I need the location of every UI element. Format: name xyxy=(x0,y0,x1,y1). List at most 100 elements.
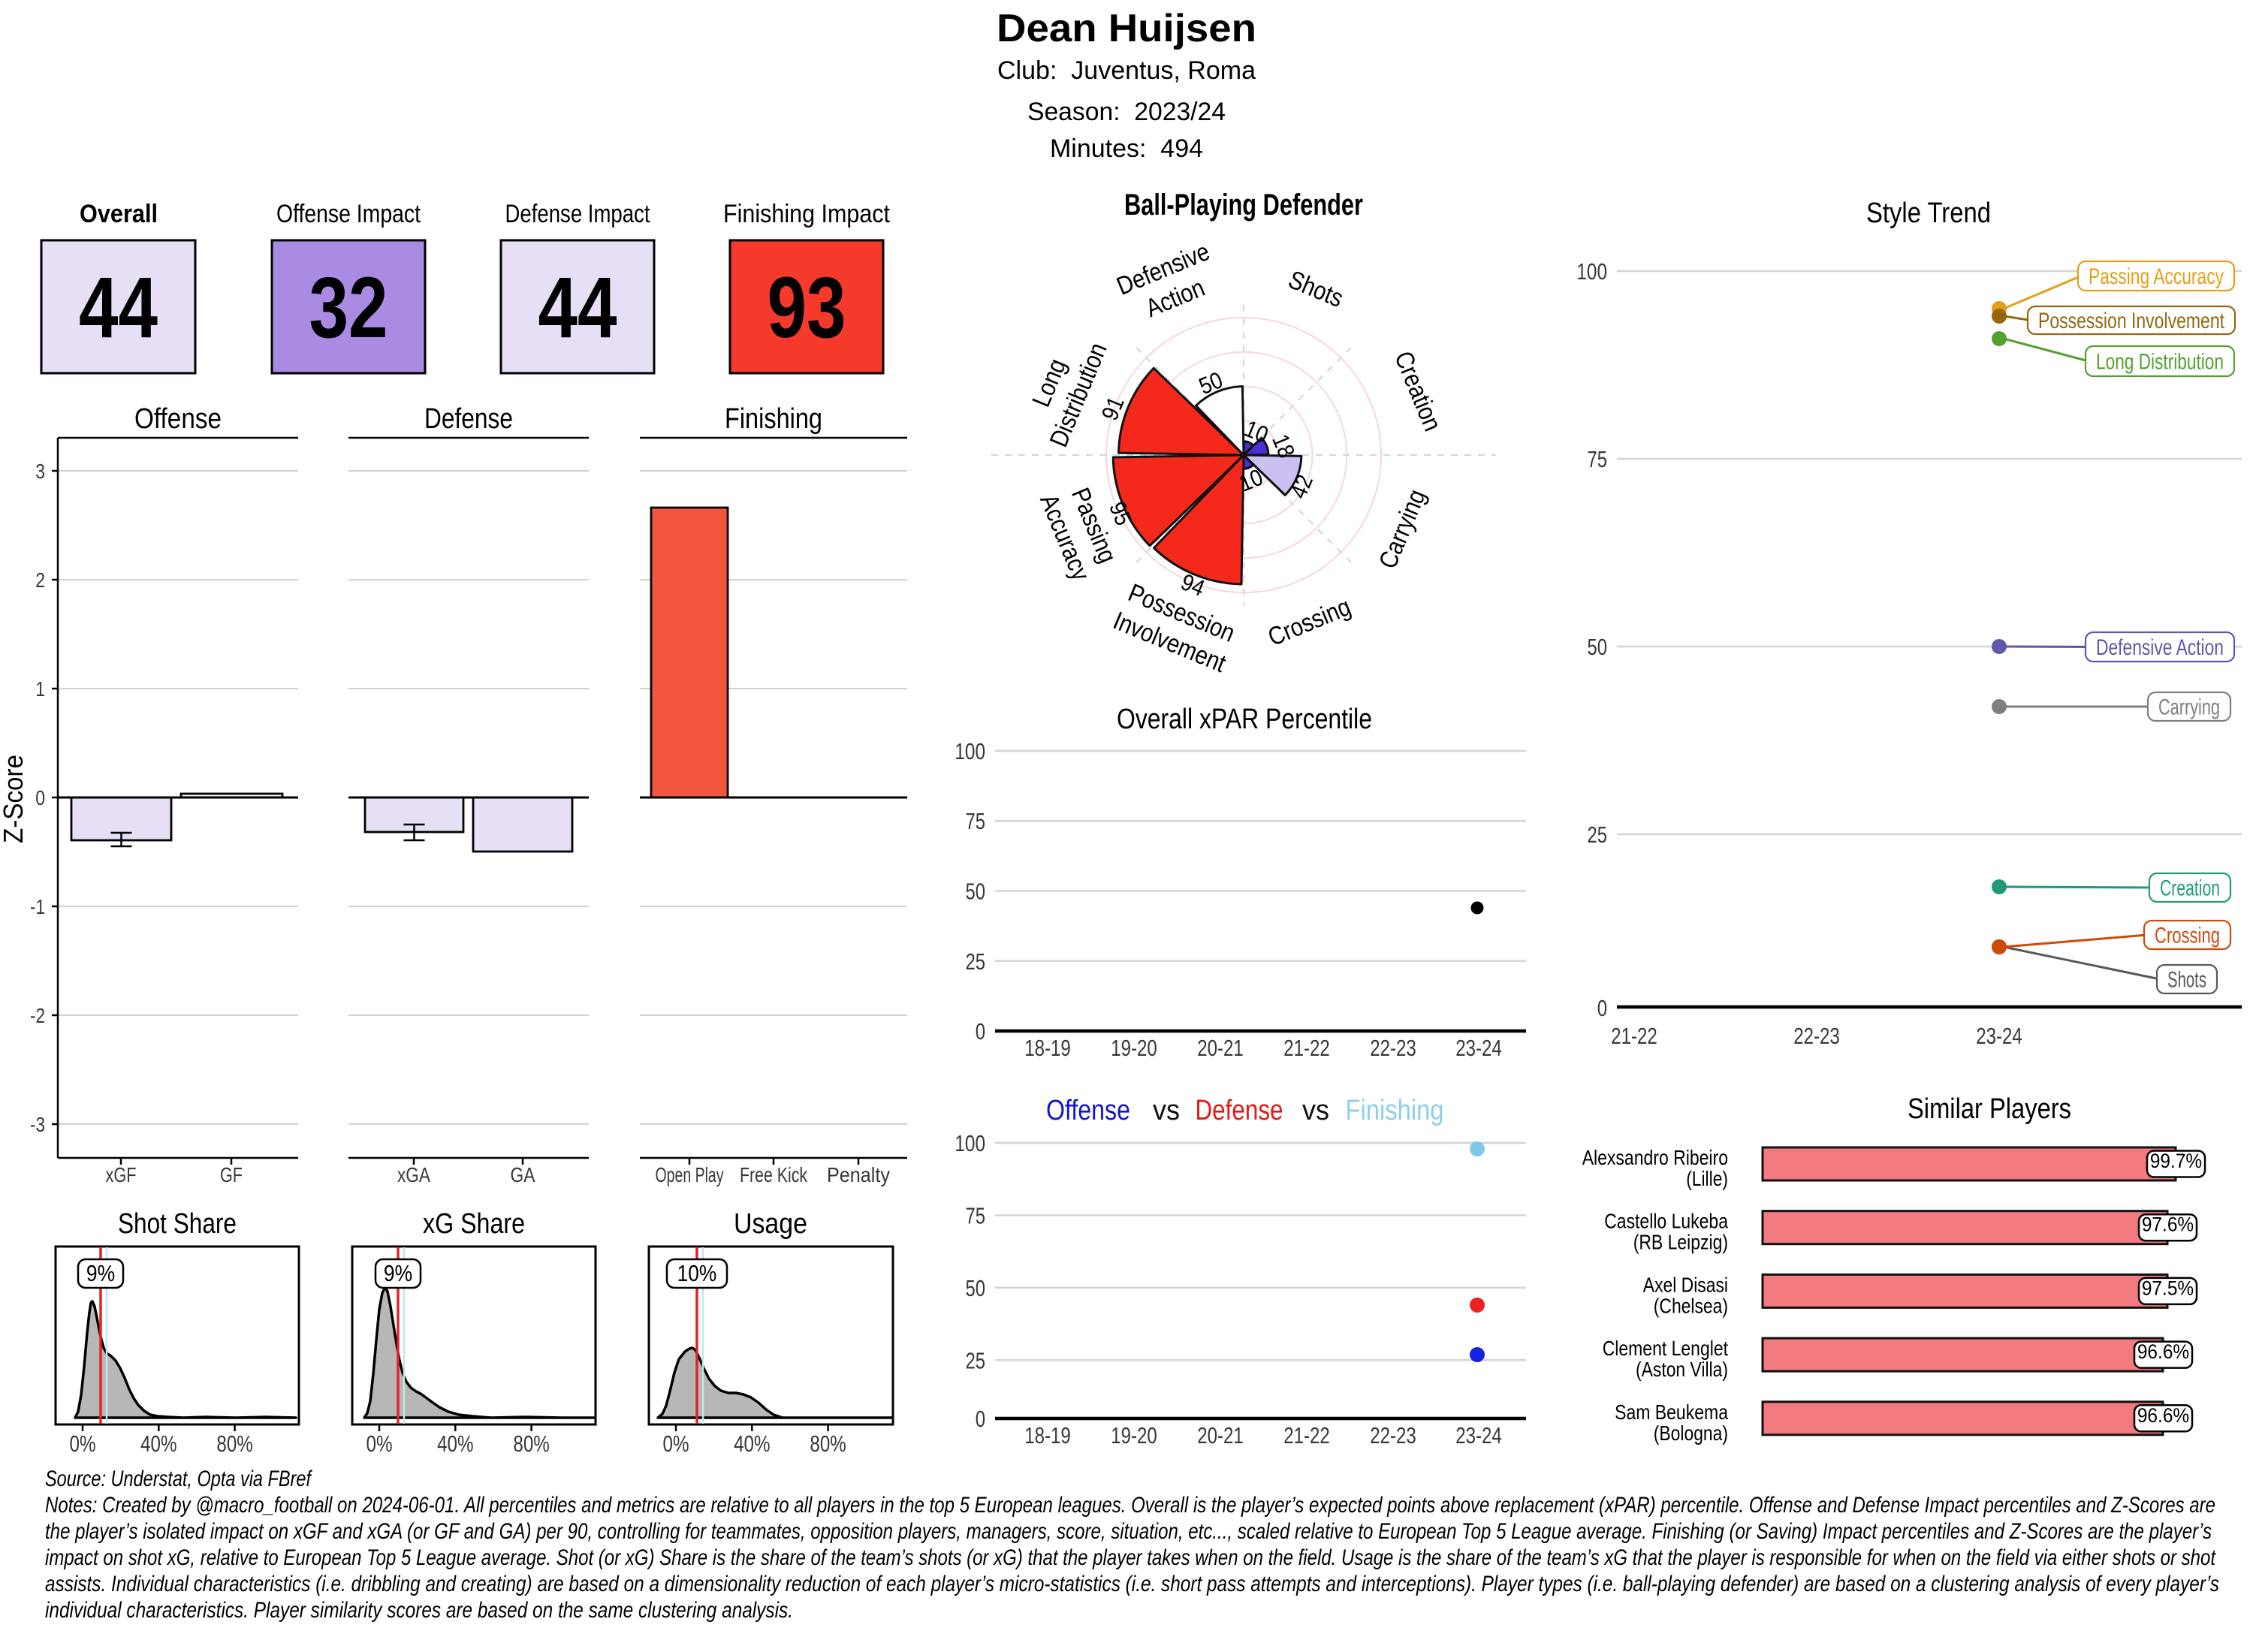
svg-text:97.5%: 97.5% xyxy=(2142,1277,2194,1299)
svg-text:GF: GF xyxy=(220,1163,243,1186)
svg-text:18-19: 18-19 xyxy=(1024,1422,1071,1449)
svg-text:the player’s isolated impact o: the player’s isolated impact on xGF and … xyxy=(45,1519,2212,1544)
svg-text:99.7%: 99.7% xyxy=(2150,1150,2202,1172)
svg-text:Defense Impact: Defense Impact xyxy=(505,200,650,228)
svg-text:assists. Individual characteri: assists. Individual characteristics (i.e… xyxy=(45,1572,2219,1596)
svg-text:Carrying: Carrying xyxy=(2158,695,2220,720)
svg-text:0: 0 xyxy=(976,1406,985,1432)
svg-text:9%: 9% xyxy=(86,1260,115,1286)
svg-text:100: 100 xyxy=(1576,258,1607,285)
svg-text:Crossing: Crossing xyxy=(2155,924,2220,948)
svg-text:(Lille): (Lille) xyxy=(1686,1167,1728,1190)
svg-text:Open Play: Open Play xyxy=(656,1163,724,1186)
svg-text:0: 0 xyxy=(1597,995,1607,1021)
svg-text:Club: Juventus, Roma: Club: Juventus, Roma xyxy=(997,56,1256,85)
svg-text:Shot Share: Shot Share xyxy=(118,1208,237,1240)
svg-text:xGA: xGA xyxy=(397,1163,430,1186)
svg-text:100: 100 xyxy=(955,1130,985,1156)
svg-text:vs: vs xyxy=(1302,1095,1329,1126)
svg-text:1: 1 xyxy=(35,677,45,701)
svg-text:-1: -1 xyxy=(30,895,45,918)
svg-text:Shots: Shots xyxy=(2167,968,2206,993)
svg-text:19-20: 19-20 xyxy=(1111,1035,1157,1061)
svg-text:23-24: 23-24 xyxy=(1455,1035,1502,1061)
svg-text:Castello Lukeba: Castello Lukeba xyxy=(1604,1210,1728,1233)
svg-text:vs: vs xyxy=(1153,1095,1180,1126)
svg-text:10%: 10% xyxy=(677,1260,717,1286)
svg-text:(Chelsea): (Chelsea) xyxy=(1654,1294,1728,1317)
svg-text:-3: -3 xyxy=(30,1113,45,1136)
svg-text:Ball-Playing Defender: Ball-Playing Defender xyxy=(1124,188,1363,222)
svg-text:25: 25 xyxy=(966,948,986,975)
svg-text:Offense: Offense xyxy=(1046,1095,1130,1126)
svg-text:75: 75 xyxy=(966,1202,986,1228)
svg-text:80%: 80% xyxy=(216,1430,252,1457)
svg-text:20-21: 20-21 xyxy=(1197,1422,1244,1449)
svg-text:75: 75 xyxy=(1588,446,1608,472)
svg-text:xGF: xGF xyxy=(106,1163,137,1186)
svg-text:individual characteristics. Pl: individual characteristics. Player simil… xyxy=(45,1598,793,1623)
svg-text:25: 25 xyxy=(966,1347,986,1373)
svg-text:Offense: Offense xyxy=(134,403,222,435)
svg-text:Alexsandro Ribeiro: Alexsandro Ribeiro xyxy=(1582,1146,1728,1169)
svg-text:44: 44 xyxy=(538,260,617,356)
svg-text:20-21: 20-21 xyxy=(1197,1035,1244,1061)
svg-text:50: 50 xyxy=(966,879,986,905)
svg-text:Overall xPAR Percentile: Overall xPAR Percentile xyxy=(1117,704,1372,735)
svg-text:32: 32 xyxy=(309,260,388,356)
svg-text:Passing Accuracy: Passing Accuracy xyxy=(2089,264,2224,289)
svg-text:23-24: 23-24 xyxy=(1976,1023,2022,1049)
svg-text:Dean Huijsen: Dean Huijsen xyxy=(997,7,1256,50)
svg-text:Defense: Defense xyxy=(424,403,513,435)
svg-text:Clement Lenglet: Clement Lenglet xyxy=(1603,1337,1728,1360)
svg-text:Long Distribution: Long Distribution xyxy=(2096,350,2224,375)
svg-text:0%: 0% xyxy=(69,1430,95,1457)
svg-text:(Aston Villa): (Aston Villa) xyxy=(1636,1358,1728,1381)
svg-text:100: 100 xyxy=(955,738,985,764)
svg-text:50: 50 xyxy=(1588,634,1608,660)
svg-text:Style Trend: Style Trend xyxy=(1866,197,1991,229)
svg-text:9%: 9% xyxy=(384,1260,412,1286)
svg-text:Source: Understat, Opta via FB: Source: Understat, Opta via FBref xyxy=(45,1467,312,1491)
svg-text:GA: GA xyxy=(511,1163,535,1186)
svg-text:Sam Beukema: Sam Beukema xyxy=(1615,1400,1728,1424)
svg-text:22-23: 22-23 xyxy=(1370,1422,1416,1449)
svg-text:Creation: Creation xyxy=(2160,876,2220,901)
svg-text:impact on shot xG, relative to: impact on shot xG, relative to European … xyxy=(45,1545,2216,1570)
svg-text:21-22: 21-22 xyxy=(1283,1035,1330,1061)
svg-text:(RB Leipzig): (RB Leipzig) xyxy=(1633,1231,1728,1254)
svg-text:93: 93 xyxy=(768,260,846,356)
svg-text:22-23: 22-23 xyxy=(1370,1035,1416,1061)
svg-text:19-20: 19-20 xyxy=(1111,1422,1157,1449)
svg-text:3: 3 xyxy=(35,460,45,483)
svg-text:Possession Involvement: Possession Involvement xyxy=(2038,309,2225,333)
svg-text:2: 2 xyxy=(35,568,45,592)
svg-text:96.6%: 96.6% xyxy=(2137,1404,2189,1427)
svg-text:25: 25 xyxy=(1588,821,1608,848)
svg-text:Minutes: 494: Minutes: 494 xyxy=(1050,134,1203,163)
svg-text:0: 0 xyxy=(35,786,45,809)
svg-text:-2: -2 xyxy=(30,1004,45,1027)
svg-text:0%: 0% xyxy=(366,1430,392,1457)
svg-text:Offense Impact: Offense Impact xyxy=(276,200,421,228)
svg-text:Similar Players: Similar Players xyxy=(1908,1093,2071,1125)
svg-text:Z-Score: Z-Score xyxy=(0,755,29,843)
svg-text:Finishing Impact: Finishing Impact xyxy=(723,200,890,228)
svg-text:0%: 0% xyxy=(662,1430,689,1457)
svg-text:Overall: Overall xyxy=(80,200,158,228)
svg-text:40%: 40% xyxy=(437,1430,473,1457)
svg-text:(Bologna): (Bologna) xyxy=(1654,1421,1728,1445)
svg-text:96.6%: 96.6% xyxy=(2137,1340,2189,1363)
svg-text:0: 0 xyxy=(976,1018,985,1045)
svg-text:18-19: 18-19 xyxy=(1024,1035,1071,1061)
svg-text:Finishing: Finishing xyxy=(1346,1095,1444,1126)
svg-text:Notes: Created by @macro_footb: Notes: Created by @macro_football on 202… xyxy=(45,1493,2215,1518)
svg-text:Season: 2023/24: Season: 2023/24 xyxy=(1027,98,1226,126)
svg-text:Finishing: Finishing xyxy=(725,403,822,435)
svg-text:50: 50 xyxy=(966,1275,986,1301)
svg-text:21-22: 21-22 xyxy=(1283,1422,1330,1449)
svg-text:Defense: Defense xyxy=(1196,1095,1283,1126)
svg-text:40%: 40% xyxy=(734,1430,770,1457)
svg-text:xG Share: xG Share xyxy=(423,1208,525,1240)
svg-text:21-22: 21-22 xyxy=(1611,1023,1657,1049)
